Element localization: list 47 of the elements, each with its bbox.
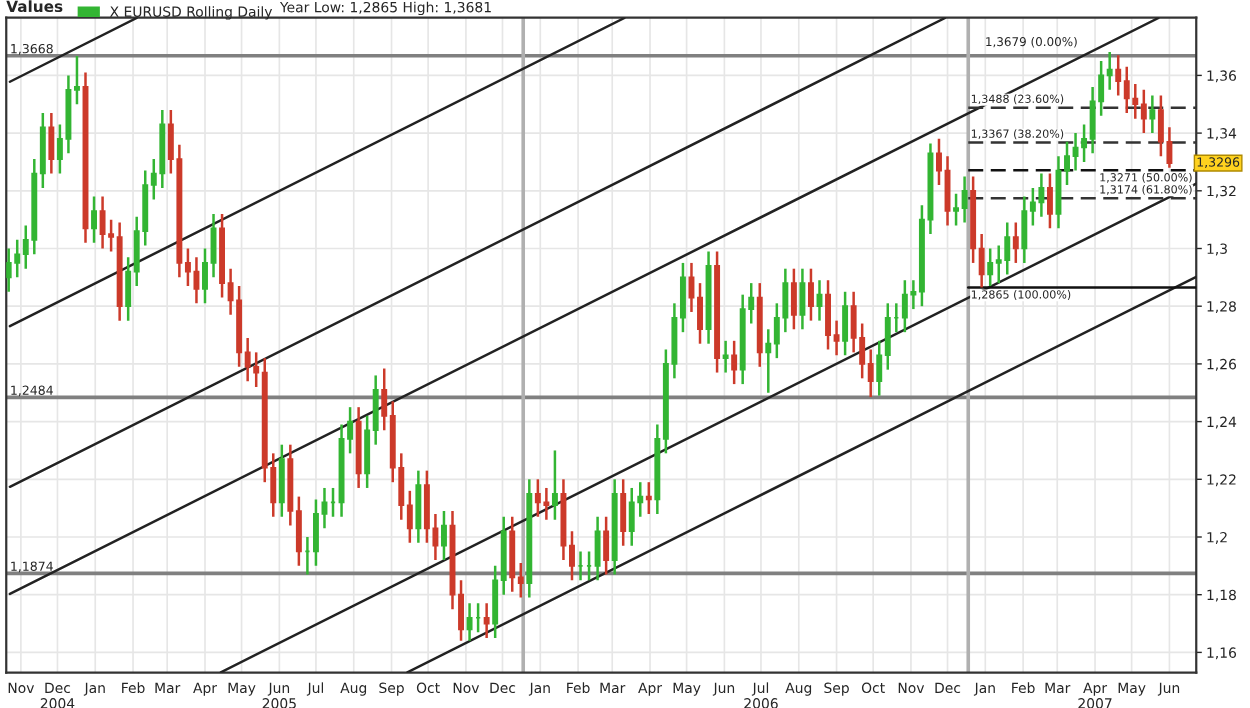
candlestick [722,339,729,374]
candlestick [961,175,968,224]
candlestick [620,478,627,547]
candlestick [1140,88,1147,135]
candlestick [697,281,703,345]
candlestick [193,255,200,305]
candlestick [628,486,635,547]
candlestick [509,515,516,594]
candlestick [799,267,806,331]
candlestick [645,480,652,516]
candlestick [440,509,447,562]
candlestick [594,515,601,582]
candlestick [1046,172,1053,230]
candlestick [842,290,849,357]
candlestick [1004,221,1011,276]
candlestick [790,267,797,331]
candlestick [99,195,106,250]
candlestick [14,238,21,279]
candlestick [807,267,814,322]
candlestick [731,339,738,386]
candlestick [901,278,908,334]
candlestick [415,469,422,545]
candlestick [6,247,12,294]
candlestick [534,478,541,519]
candlestick [543,486,550,521]
candlestick [551,449,558,521]
candlestick [1072,131,1079,172]
candlestick [48,111,55,175]
candlestick [953,192,960,227]
candlestick [1149,94,1156,135]
candlestick [312,498,319,568]
candlestick [987,247,994,288]
candlestick [423,469,430,545]
candlestick [1123,65,1130,115]
candlestick [466,602,473,643]
candlestick [1021,195,1028,265]
candlestick [1012,221,1019,265]
candlestick [91,195,98,244]
candlestick [1132,82,1139,120]
candlestick [1038,172,1045,219]
candlestick [603,515,610,576]
candlestick [483,602,490,640]
candlestick [825,278,832,351]
candlestick [278,443,285,519]
candlestick [1157,94,1164,158]
candlestick [995,244,1002,285]
candlestick [1115,53,1122,97]
